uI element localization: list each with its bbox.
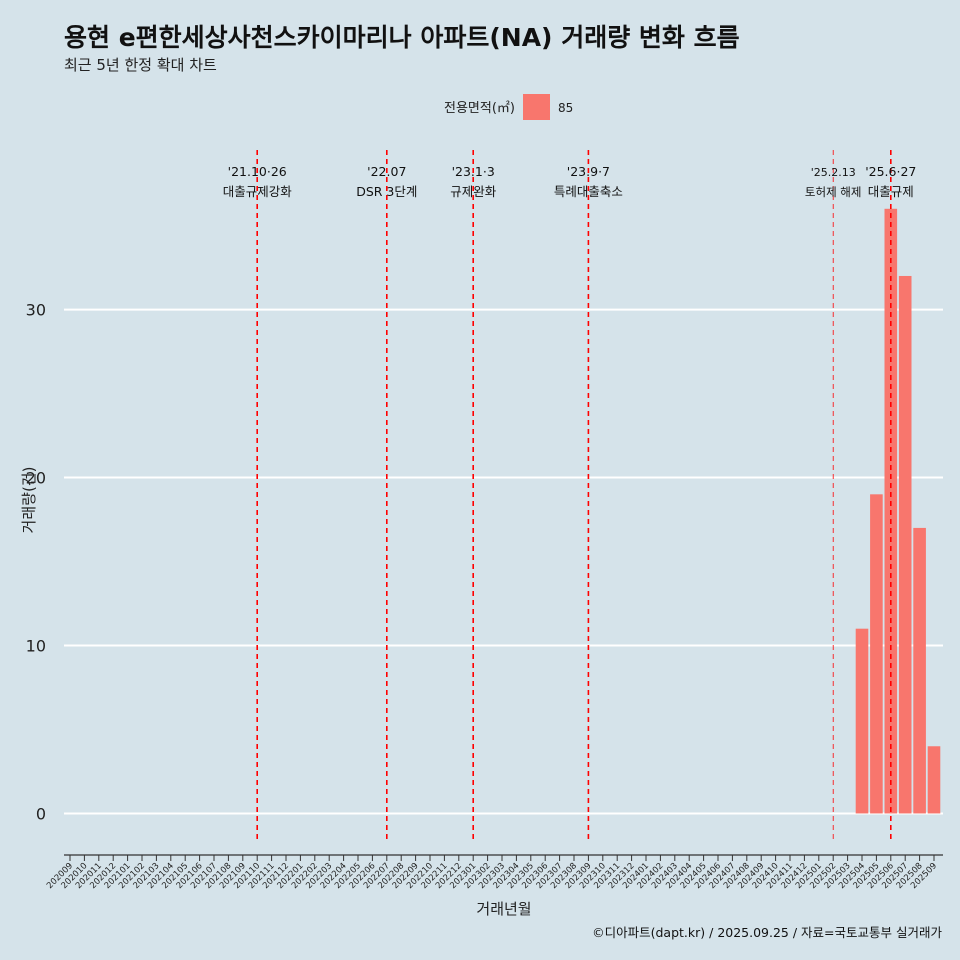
event-label: 대출규제강화 — [223, 184, 293, 199]
event-date: '22.07 — [367, 164, 406, 179]
chart-subtitle: 최근 5년 한정 확대 차트 — [64, 56, 217, 74]
legend-title: 전용면적(㎡) — [444, 101, 515, 116]
y-tick-label: 30 — [26, 301, 46, 320]
event-date: '23.1·3 — [452, 164, 495, 179]
bar — [913, 527, 926, 814]
event-date: '23.9·7 — [567, 164, 610, 179]
bar — [927, 746, 941, 814]
bar — [870, 494, 883, 814]
x-axis-title: 거래년월 — [476, 900, 531, 918]
event-date: '25.2.13 — [811, 166, 856, 179]
bar — [855, 628, 869, 814]
event-date: '21.10·26 — [228, 164, 287, 179]
chart-title: 용현 e편한세상사천스카이마리나 아파트(NA) 거래량 변화 흐름 — [64, 23, 740, 52]
event-label: DSR 3단계 — [356, 184, 417, 199]
source-caption: ©디아파트(dapt.kr) / 2025.09.25 / 자료=국토교통부 실… — [592, 925, 942, 940]
event-label: 특례대출축소 — [554, 184, 623, 199]
event-date: '25.6·27 — [865, 164, 916, 179]
y-tick-label: 10 — [26, 636, 46, 655]
event-label: 대출규제 — [868, 184, 914, 199]
legend-entry: 85 — [558, 101, 573, 115]
legend-swatch — [523, 94, 550, 120]
y-tick-label: 0 — [36, 804, 46, 823]
event-label: 규제완화 — [450, 184, 497, 199]
event-label: 토허제 해제 — [805, 185, 862, 199]
y-axis-title: 거래량(건) — [20, 467, 38, 534]
bar — [898, 275, 912, 814]
y-tick-label: 20 — [26, 469, 46, 488]
